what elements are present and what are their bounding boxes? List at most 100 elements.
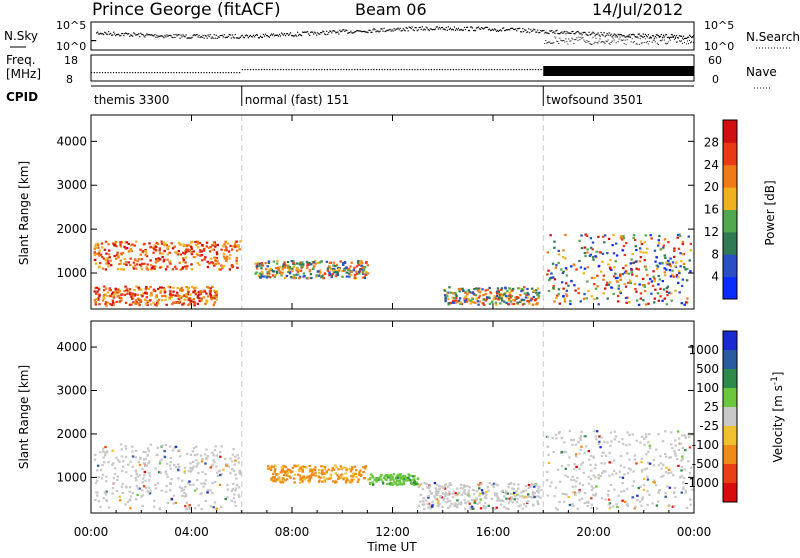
nsky-point: [381, 28, 383, 30]
power-data: [93, 115, 693, 309]
data-cell: [617, 440, 621, 444]
data-cell: [567, 464, 570, 467]
data-cell: [239, 472, 242, 476]
data-cell: [184, 505, 187, 508]
nsky-point: [211, 36, 213, 38]
nsky-point: [282, 34, 285, 36]
data-cell: [490, 300, 494, 304]
nsky-point: [490, 29, 493, 31]
data-cell: [194, 241, 197, 244]
data-cell: [568, 429, 572, 433]
data-cell: [178, 486, 182, 489]
nsky-point: [170, 35, 172, 37]
data-cell: [678, 270, 681, 273]
nsky-point: [311, 31, 313, 33]
data-cell: [601, 260, 604, 263]
nsearch-point: [631, 38, 633, 40]
nsearch-point: [603, 41, 605, 43]
data-cell: [142, 485, 146, 488]
data-cell: [327, 468, 330, 471]
nsky-point: [539, 31, 541, 34]
data-cell: [97, 475, 101, 479]
data-cell: [613, 430, 617, 433]
nsky-point: [155, 36, 157, 38]
data-cell: [612, 252, 616, 255]
data-cell: [136, 475, 139, 478]
data-cell: [495, 292, 499, 295]
data-cell: [234, 459, 237, 462]
data-cell: [670, 292, 673, 295]
freq-point: [255, 69, 257, 71]
data-cell: [171, 247, 175, 250]
data-cell: [658, 262, 662, 265]
nsearch-point: [666, 43, 668, 45]
data-cell: [537, 491, 540, 494]
cpid-row: CPID themis 3300 normal (fast) 151 twofsou…: [6, 85, 694, 107]
data-cell: [607, 283, 611, 286]
data-cell: [154, 249, 158, 252]
data-cell: [144, 464, 147, 467]
data-cell: [140, 495, 143, 498]
nsky-point: [679, 35, 682, 37]
nsky-point: [504, 30, 506, 32]
data-cell: [187, 290, 190, 293]
nsky-point: [104, 31, 106, 33]
data-cell: [558, 500, 561, 504]
data-cell: [672, 275, 675, 278]
nsky-point: [141, 33, 143, 36]
data-cell: [676, 233, 680, 237]
nsky-point: [617, 33, 619, 36]
data-cell: [499, 302, 502, 305]
nsky-point: [352, 32, 354, 34]
data-cell: [276, 259, 279, 263]
data-cell: [500, 299, 504, 302]
freq-point: [513, 69, 515, 71]
data-cell: [566, 475, 569, 478]
data-cell: [163, 456, 167, 459]
data-cell: [579, 448, 582, 451]
nsky-point: [337, 31, 339, 33]
data-cell: [616, 300, 620, 303]
data-cell: [557, 253, 561, 256]
nsky-point: [281, 33, 284, 35]
data-cell: [650, 280, 654, 283]
freq-point: [99, 72, 101, 74]
data-cell: [156, 453, 159, 456]
nsky-point: [524, 29, 526, 31]
data-cell: [583, 267, 587, 270]
data-cell: [476, 289, 480, 292]
data-cell: [646, 478, 650, 481]
data-cell: [495, 290, 499, 293]
data-cell: [656, 244, 660, 247]
nsky-point: [134, 33, 136, 35]
data-cell: [364, 270, 368, 274]
data-cell: [214, 291, 217, 294]
data-cell: [438, 503, 441, 506]
data-cell: [622, 442, 625, 446]
nsky-point: [167, 35, 169, 37]
data-cell: [335, 466, 338, 469]
data-cell: [641, 277, 645, 280]
data-cell: [142, 450, 145, 454]
data-cell: [677, 464, 680, 467]
data-cell: [219, 474, 222, 477]
data-cell: [457, 299, 461, 302]
data-cell: [451, 296, 454, 299]
data-cell: [186, 298, 189, 301]
data-cell: [579, 266, 583, 269]
data-cell: [458, 290, 461, 293]
nsky-point: [640, 35, 642, 37]
freq-point: [362, 69, 364, 71]
data-cell: [204, 499, 207, 503]
data-cell: [345, 266, 348, 269]
data-cell: [615, 503, 618, 506]
data-cell: [467, 289, 471, 292]
data-cell: [277, 476, 280, 479]
data-cell: [587, 289, 590, 293]
data-cell: [147, 449, 150, 452]
data-cell: [600, 462, 603, 465]
data-cell: [94, 262, 98, 265]
data-cell: [571, 502, 575, 506]
velocity-colorbar-swatch: [723, 331, 737, 351]
